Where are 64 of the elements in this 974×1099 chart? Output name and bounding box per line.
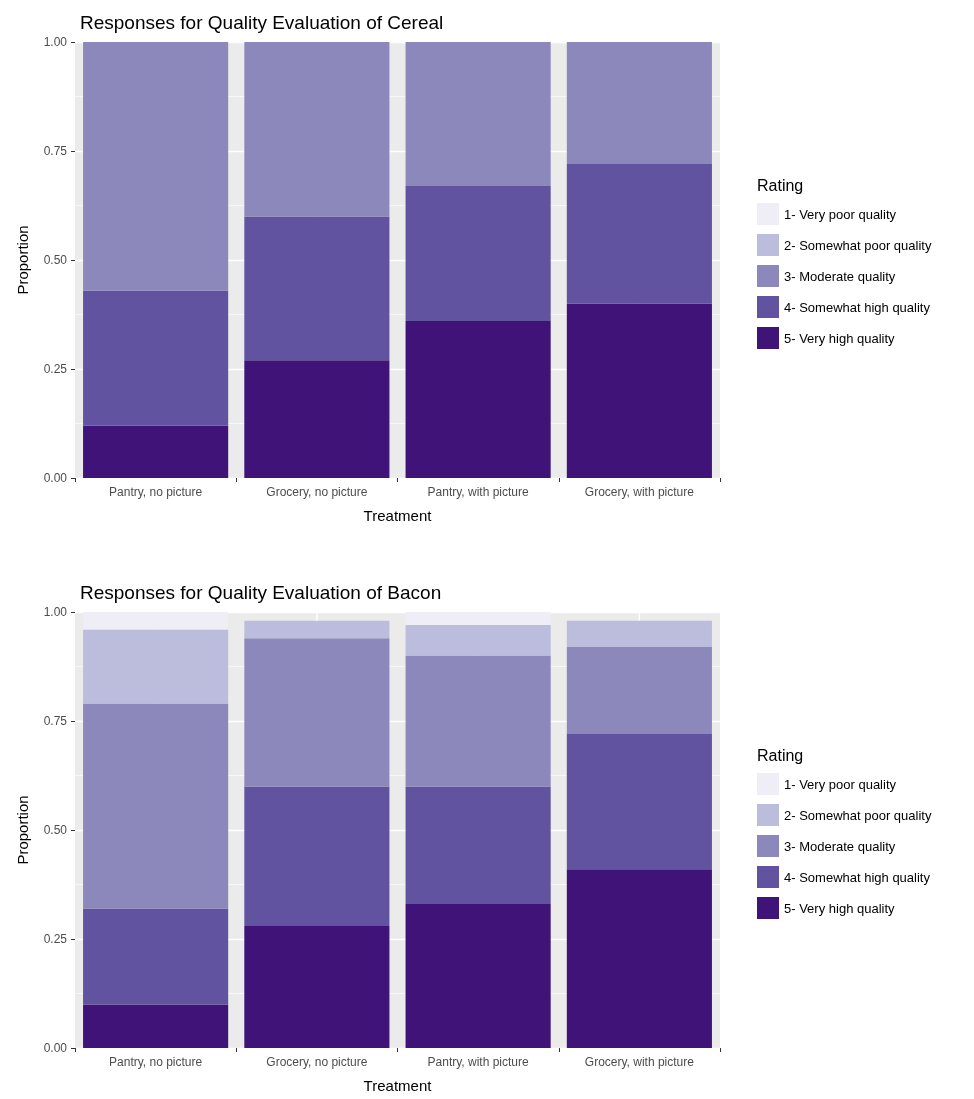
x-tick-label: Pantry, with picture — [427, 1055, 530, 1069]
bar — [244, 620, 390, 639]
bar — [244, 216, 390, 361]
y-tick-label: 0.25 — [43, 932, 68, 946]
y-tick-label: 0.00 — [43, 1041, 68, 1055]
bar — [83, 290, 229, 426]
chart-title: Responses for Quality Evaluation of Bacon — [80, 582, 442, 603]
y-tick-label: 0.75 — [43, 714, 68, 728]
legend-label: 5- Very high quality — [784, 900, 896, 916]
x-axis-title: Treatment — [363, 1077, 433, 1094]
legend-label: 3- Moderate quality — [784, 268, 896, 284]
y-tick-label: 1.00 — [43, 35, 68, 49]
y-tick-label: 1.00 — [43, 605, 68, 619]
bar — [405, 625, 551, 656]
bar — [405, 655, 551, 787]
x-axis-title: Treatment — [363, 507, 433, 524]
y-tick-label: 0.75 — [43, 144, 68, 158]
bar — [83, 629, 229, 704]
bar — [83, 703, 229, 909]
y-tick-label: 0.25 — [43, 362, 68, 376]
y-axis-title: Proportion — [14, 795, 31, 865]
bar — [566, 869, 712, 1048]
bar — [566, 734, 712, 870]
bar — [405, 185, 551, 322]
bar — [244, 638, 390, 787]
bar — [566, 620, 712, 647]
bar — [244, 360, 390, 478]
x-tick-label: Grocery, with picture — [584, 485, 695, 499]
legend-label: 1- Very poor quality — [784, 776, 897, 792]
legend-label: 2- Somewhat poor quality — [784, 237, 932, 253]
legend-title: Rating — [757, 746, 804, 764]
bar — [83, 42, 229, 291]
bar — [83, 425, 229, 478]
bar — [566, 42, 712, 165]
legend-label: 5- Very high quality — [784, 330, 896, 346]
bar — [405, 786, 551, 905]
legend-label: 1- Very poor quality — [784, 206, 897, 222]
bar — [405, 321, 551, 478]
x-tick-label: Pantry, no picture — [109, 1055, 203, 1069]
x-tick-label: Grocery, with picture — [584, 1055, 695, 1069]
y-tick-label: 0.50 — [43, 823, 68, 837]
bar — [405, 904, 551, 1048]
y-tick-label: 0.00 — [43, 471, 68, 485]
legend-label: 4- Somewhat high quality — [784, 869, 931, 885]
x-tick-label: Grocery, no picture — [266, 485, 368, 499]
legend-label: 3- Moderate quality — [784, 838, 896, 854]
legend-label: 2- Somewhat poor quality — [784, 807, 932, 823]
bar — [566, 303, 712, 478]
bar — [566, 646, 712, 735]
y-tick-label: 0.50 — [43, 253, 68, 267]
bar — [244, 786, 390, 926]
chart-title: Responses for Quality Evaluation of Cereal — [80, 12, 444, 33]
x-tick-label: Grocery, no picture — [266, 1055, 368, 1069]
legend-label: 4- Somewhat high quality — [784, 299, 931, 315]
bar — [566, 164, 712, 304]
legend-title: Rating — [757, 176, 804, 194]
bar — [83, 908, 229, 1005]
x-tick-label: Pantry, no picture — [109, 485, 203, 499]
y-axis-title: Proportion — [14, 225, 31, 295]
bar — [244, 42, 390, 217]
x-tick-label: Pantry, with picture — [427, 485, 530, 499]
bar — [83, 1004, 229, 1048]
bar — [244, 925, 390, 1048]
bar — [405, 42, 551, 186]
